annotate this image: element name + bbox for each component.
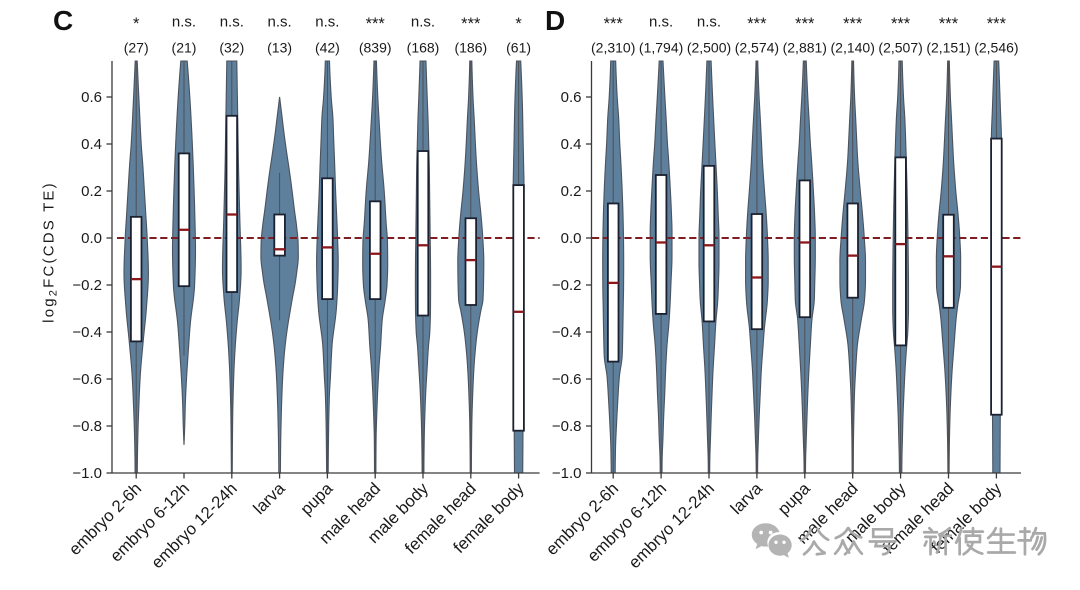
svg-text:***: *** [795, 15, 815, 33]
svg-text:n.s.: n.s. [220, 14, 244, 31]
svg-text:−0.8: −0.8 [552, 418, 582, 435]
svg-text:0.6: 0.6 [81, 89, 102, 106]
svg-text:(42): (42) [315, 40, 340, 56]
svg-text:(2,151): (2,151) [926, 40, 970, 56]
svg-text:(168): (168) [407, 40, 440, 56]
svg-text:−1.0: −1.0 [72, 465, 102, 482]
svg-text:***: *** [604, 15, 624, 33]
svg-text:***: *** [987, 15, 1007, 33]
svg-text:0.0: 0.0 [81, 230, 102, 247]
svg-text:***: *** [461, 15, 481, 33]
svg-text:(1,794): (1,794) [639, 40, 683, 56]
svg-text:(186): (186) [454, 40, 487, 56]
svg-text:0.4: 0.4 [81, 136, 102, 153]
svg-text:−0.6: −0.6 [72, 371, 102, 388]
svg-text:(21): (21) [172, 40, 197, 56]
svg-text:(2,140): (2,140) [831, 40, 875, 56]
svg-text:***: *** [366, 15, 386, 33]
svg-text:n.s.: n.s. [649, 14, 673, 31]
svg-text:−0.8: −0.8 [72, 418, 102, 435]
svg-text:***: *** [747, 15, 767, 33]
svg-text:−0.2: −0.2 [552, 277, 582, 294]
svg-text:n.s.: n.s. [411, 14, 435, 31]
svg-text:n.s.: n.s. [172, 14, 196, 31]
svg-text:n.s.: n.s. [697, 14, 721, 31]
svg-text:***: *** [843, 15, 863, 33]
svg-text:0.0: 0.0 [561, 230, 582, 247]
svg-text:−1.0: −1.0 [552, 465, 582, 482]
svg-text:(839): (839) [359, 40, 392, 56]
svg-text:log2FC(CDS TE): log2FC(CDS TE) [41, 181, 60, 323]
svg-text:(2,546): (2,546) [974, 40, 1018, 56]
svg-text:*: * [515, 15, 522, 33]
svg-text:−0.4: −0.4 [552, 324, 582, 341]
svg-text:0.4: 0.4 [561, 136, 582, 153]
svg-text:(2,574): (2,574) [735, 40, 779, 56]
svg-text:0.2: 0.2 [561, 183, 582, 200]
svg-text:C: C [53, 5, 73, 36]
svg-text:n.s.: n.s. [315, 14, 339, 31]
svg-text:−0.4: −0.4 [72, 324, 102, 341]
svg-text:(2,507): (2,507) [878, 40, 922, 56]
svg-text:n.s.: n.s. [268, 14, 292, 31]
svg-text:***: *** [939, 15, 959, 33]
svg-text:(13): (13) [267, 40, 292, 56]
svg-text:−0.6: −0.6 [552, 371, 582, 388]
svg-text:*: * [133, 15, 140, 33]
svg-text:(61): (61) [506, 40, 531, 56]
svg-text:(32): (32) [219, 40, 244, 56]
svg-text:0.6: 0.6 [561, 89, 582, 106]
svg-text:−0.2: −0.2 [72, 277, 102, 294]
svg-text:***: *** [891, 15, 911, 33]
svg-text:D: D [545, 5, 565, 36]
svg-text:(2,881): (2,881) [783, 40, 827, 56]
svg-text:(2,310): (2,310) [591, 40, 635, 56]
svg-text:(27): (27) [124, 40, 149, 56]
svg-text:(2,500): (2,500) [687, 40, 731, 56]
svg-text:0.2: 0.2 [81, 183, 102, 200]
